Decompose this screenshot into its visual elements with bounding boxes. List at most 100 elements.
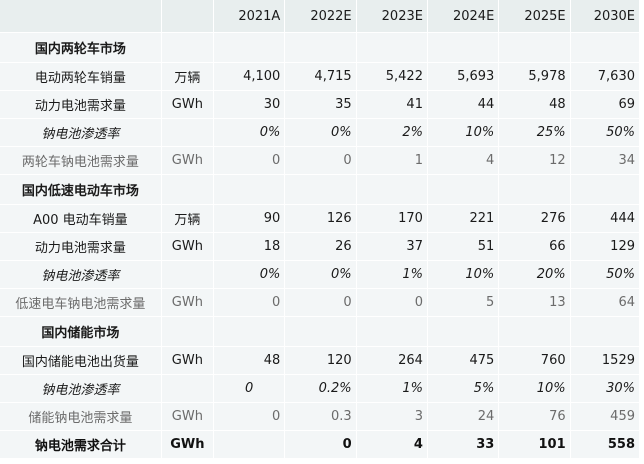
row-unit: GWh bbox=[161, 289, 214, 317]
value-cell: 4 bbox=[427, 147, 500, 175]
header-unit-cell bbox=[161, 0, 214, 33]
header-row: 2021A 2022E 2023E 2024E 2025E 2030E bbox=[0, 0, 640, 33]
row-unit bbox=[161, 375, 214, 403]
value-cell: 37 bbox=[356, 233, 428, 261]
empty-cell bbox=[285, 317, 357, 347]
row-label: 国内储能电池出货量 bbox=[0, 347, 162, 375]
row-unit: GWh bbox=[161, 147, 214, 175]
value-cell: 264 bbox=[356, 347, 428, 375]
value-cell: 7,630 bbox=[570, 63, 640, 91]
header-year-2022e: 2022E bbox=[285, 0, 357, 33]
row-label: 钠电池渗透率 bbox=[0, 119, 162, 147]
value-cell: 10% bbox=[427, 261, 500, 289]
value-cell: 0 bbox=[285, 147, 357, 175]
empty-cell bbox=[427, 317, 500, 347]
section-row-energy-storage: 国内储能市场 bbox=[0, 317, 640, 347]
total-value-cell bbox=[213, 431, 286, 459]
value-cell: 5,422 bbox=[356, 63, 428, 91]
row-label: 钠电池渗透率 bbox=[0, 261, 162, 289]
table-row-penetration: 钠电池渗透率 0% 0% 2% 10% 25% 50% bbox=[0, 119, 640, 147]
empty-cell bbox=[161, 175, 214, 205]
value-cell: 25% bbox=[499, 119, 571, 147]
row-label: 储能钠电池需求量 bbox=[0, 403, 162, 431]
row-unit bbox=[161, 261, 214, 289]
value-cell: 5% bbox=[427, 375, 500, 403]
header-year-2021a: 2021A bbox=[213, 0, 286, 33]
row-unit: GWh bbox=[161, 233, 214, 261]
header-year-2025e: 2025E bbox=[499, 0, 571, 33]
value-cell: 0 bbox=[213, 147, 286, 175]
value-cell: 4,715 bbox=[285, 63, 357, 91]
row-label: 钠电池渗透率 bbox=[0, 375, 162, 403]
value-cell: 1529 bbox=[570, 347, 640, 375]
total-unit: GWh bbox=[161, 431, 214, 459]
value-cell: 0% bbox=[213, 261, 286, 289]
value-cell: 64 bbox=[570, 289, 640, 317]
empty-cell bbox=[427, 33, 500, 63]
value-cell: 0 bbox=[213, 289, 286, 317]
empty-cell bbox=[161, 317, 214, 347]
empty-cell bbox=[570, 33, 640, 63]
value-cell: 24 bbox=[427, 403, 500, 431]
value-cell: 0 bbox=[356, 289, 428, 317]
empty-cell bbox=[427, 175, 500, 205]
value-cell: 475 bbox=[427, 347, 500, 375]
empty-cell bbox=[356, 175, 428, 205]
section-title: 国内两轮车市场 bbox=[0, 33, 162, 63]
value-cell: 120 bbox=[285, 347, 357, 375]
empty-cell bbox=[499, 33, 571, 63]
row-unit: 万辆 bbox=[161, 205, 214, 233]
value-cell: 30% bbox=[570, 375, 640, 403]
value-cell: 276 bbox=[499, 205, 571, 233]
section-title: 国内储能市场 bbox=[0, 317, 162, 347]
value-cell: 5 bbox=[427, 289, 500, 317]
value-cell: 444 bbox=[570, 205, 640, 233]
table-row-penetration: 钠电池渗透率 0% 0% 1% 10% 20% 50% bbox=[0, 261, 640, 289]
value-cell: 0 bbox=[213, 375, 286, 403]
table-row: A00 电动车销量 万辆 90 126 170 221 276 444 bbox=[0, 205, 640, 233]
row-label: 两轮车钠电池需求量 bbox=[0, 147, 162, 175]
section-row-two-wheeler: 国内两轮车市场 bbox=[0, 33, 640, 63]
header-year-2024e: 2024E bbox=[427, 0, 500, 33]
value-cell: 13 bbox=[499, 289, 571, 317]
value-cell: 50% bbox=[570, 261, 640, 289]
value-cell: 10% bbox=[427, 119, 500, 147]
value-cell: 459 bbox=[570, 403, 640, 431]
value-cell: 0 bbox=[213, 403, 286, 431]
value-cell: 0 bbox=[285, 289, 357, 317]
value-cell: 26 bbox=[285, 233, 357, 261]
table-row: 动力电池需求量 GWh 18 26 37 51 66 129 bbox=[0, 233, 640, 261]
total-value-cell: 0 bbox=[285, 431, 357, 459]
row-label: 动力电池需求量 bbox=[0, 91, 162, 119]
value-cell: 18 bbox=[213, 233, 286, 261]
empty-cell bbox=[285, 175, 357, 205]
value-cell: 221 bbox=[427, 205, 500, 233]
value-cell: 48 bbox=[213, 347, 286, 375]
total-value-cell: 558 bbox=[570, 431, 640, 459]
value-cell: 0.3 bbox=[285, 403, 357, 431]
value-cell: 5,693 bbox=[427, 63, 500, 91]
row-unit bbox=[161, 119, 214, 147]
value-cell: 76 bbox=[499, 403, 571, 431]
value-cell: 760 bbox=[499, 347, 571, 375]
row-label: 低速电车钠电池需求量 bbox=[0, 289, 162, 317]
table-row: 动力电池需求量 GWh 30 35 41 44 48 69 bbox=[0, 91, 640, 119]
value-cell: 126 bbox=[285, 205, 357, 233]
value-cell: 2% bbox=[356, 119, 428, 147]
value-cell: 20% bbox=[499, 261, 571, 289]
value-cell: 90 bbox=[213, 205, 286, 233]
empty-cell bbox=[356, 317, 428, 347]
empty-cell bbox=[570, 175, 640, 205]
header-label-cell bbox=[0, 0, 162, 33]
value-cell: 35 bbox=[285, 91, 357, 119]
value-cell: 69 bbox=[570, 91, 640, 119]
value-cell: 51 bbox=[427, 233, 500, 261]
empty-cell bbox=[285, 33, 357, 63]
section-row-low-speed-ev: 国内低速电动车市场 bbox=[0, 175, 640, 205]
value-cell: 0% bbox=[213, 119, 286, 147]
row-label: 动力电池需求量 bbox=[0, 233, 162, 261]
row-unit: 万辆 bbox=[161, 63, 214, 91]
empty-cell bbox=[213, 33, 286, 63]
empty-cell bbox=[356, 33, 428, 63]
